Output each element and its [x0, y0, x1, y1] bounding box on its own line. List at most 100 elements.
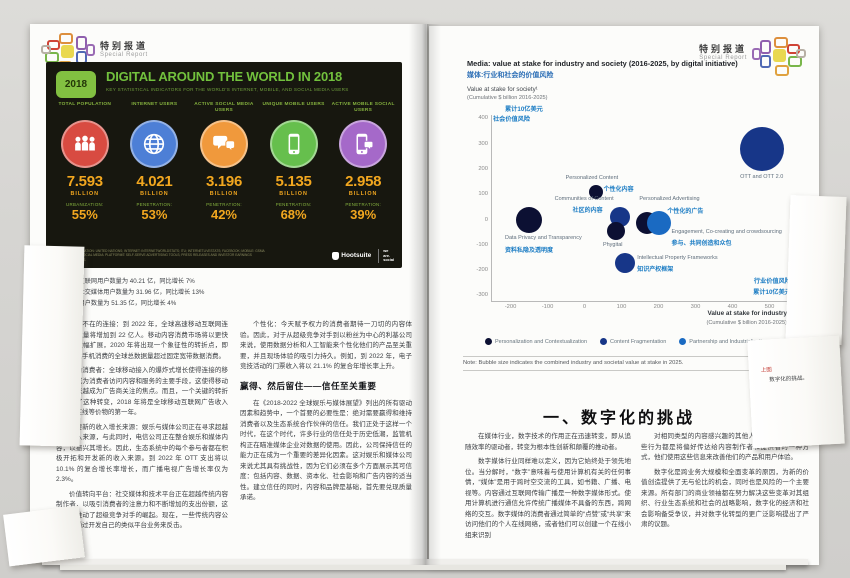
column-header: ACTIVE SOCIAL MEDIA USERS [194, 102, 254, 114]
x-tick-label: 400 [727, 304, 738, 310]
body-paragraph: 对相同类型的内容感兴趣的其他人。消费者的所有这些行为都是将偏好传达给内容制作者和… [641, 433, 809, 462]
legend-label: Partnership and Industrialization [689, 338, 768, 345]
chart-bubble [615, 253, 636, 274]
bubble-label: OTT and OTT 2.0 [740, 174, 784, 181]
stat-value: 3.196 [205, 173, 242, 190]
margin-note-text: 数字化的挑战。 [769, 375, 808, 384]
page-curl-right [785, 195, 847, 345]
infographic-footer: SOURCES: POPULATION: UNITED NATIONS; INT… [56, 249, 394, 263]
stat-unit: BILLION [140, 191, 169, 197]
stat-value: 2.958 [345, 173, 382, 190]
legend-dot-icon [600, 338, 608, 345]
stat-unit: BILLION [209, 191, 239, 197]
legend-label: Content Fragmentation [610, 338, 667, 345]
infographic-column: UNIQUE MOBILE USERS 5.135 BILLION PENETRATI… [259, 102, 329, 222]
stat-notes-list: 年全球互联网用户数量为 40.21 亿，同比增长 7% 年全球社交媒体用户数量为 … [60, 276, 310, 309]
y-tick-label: -200 [476, 267, 488, 274]
x-axis-label-cn: 行业价值风险 [753, 278, 791, 285]
infographic-subtitle: KEY STATISTICAL INDICATORS FOR THE WORLD… [106, 87, 349, 92]
page-header-title: 特别报道 [100, 41, 149, 51]
chart-bubble [588, 185, 603, 200]
page-header-title: 特别报道 [698, 44, 747, 54]
body-paragraph: 移动消费者：全球移动接入的爆炸式增长使得连接的移动设备成为消费者访问内容和服务的… [56, 367, 228, 417]
x-axis-label: Value at stake for industry [707, 310, 787, 317]
bubble-label: Phygital [602, 242, 623, 249]
bubble-label: Engagement, Co-creating and crowdsourcin… [671, 228, 782, 235]
stat-unit: BILLION [348, 191, 378, 197]
body-paragraph: 数字媒体行业同样难以定义，因为它始终处于领先地位。当分解时，“数字”意味着与使用… [465, 458, 631, 539]
stat-value: 4.021 [136, 173, 173, 190]
legend-item: Partnership and Industrialization [679, 338, 768, 345]
bubble-label: Personalized Content [565, 175, 619, 182]
bubble-label-cn: 个性化的广告 [667, 208, 704, 215]
year-badge: 2018 [56, 71, 96, 98]
sources-fine-print: SOURCES: POPULATION: UNITED NATIONS; INT… [56, 248, 265, 263]
infographic-column: ACTIVE SOCIAL MEDIA USERS 3.196 BILLION PEN… [189, 102, 259, 222]
bubble-label: Communities of Content [554, 196, 614, 203]
y-tick-label: 0 [484, 216, 488, 223]
body-paragraph: 个性化：今天赋予权力的消费者期待一刀切的内容体验。因此，对于从超级竞争对手到以粉… [240, 321, 412, 371]
infographic-column: TOTAL POPULATION 7.593 BILLION URBANIZATION… [50, 102, 120, 222]
mobile-chat-icon [350, 131, 376, 157]
bubble-plot: 400 300 200 100 0 -100 -200 -300 -200 -100 0 100 200… [476, 115, 788, 310]
body-paragraph: 数字化是跨业务大规模和全面变革的原因，为新的价值创造提供了无与伦比的机会，同时也… [641, 468, 809, 529]
left-page: 特别报道 Special Report 2018 DIGITAL AROUND … [30, 24, 427, 561]
y-axis-label-cn: 社会价值风险 [493, 116, 531, 123]
body-paragraph: 在媒体行业，数字技术的作用正在迅速转变，即从追随效率的驱动者，转变为根本性创新和… [465, 433, 631, 451]
infographic-title: DIGITAL AROUND THE WORLD IN 2018 [106, 69, 343, 84]
bubble-label-cn: 参与、共同创造和众包 [671, 240, 732, 247]
bubble-label: Data Privacy and Transparency [505, 235, 582, 242]
x-axis-unit-cn: 累计10亿美元 [753, 289, 791, 296]
y-tick-label: -100 [476, 241, 488, 248]
people-icon [72, 131, 98, 157]
page-curl-bottom-right: 上图 数字化的挑战。 [747, 335, 845, 449]
stat-circle [60, 120, 109, 168]
y-axis-sublabel: (Cumulative $ billion 2016-2025) [467, 95, 548, 101]
metric-label: PENETRATION: [136, 202, 173, 207]
column-header: UNIQUE MOBILE USERS [262, 102, 325, 107]
metric-value: 53% [141, 207, 168, 222]
legend-item: Content Fragmentation [600, 338, 666, 345]
chart-title-cn: 媒体:行业和社会的价值风险 [467, 72, 554, 79]
metric-label: PENETRATION: [206, 202, 242, 207]
left-page-column-2: 个性化：今天赋予权力的消费者期待一刀切的内容体验。因此，对于从超级竞争对手到以粉… [240, 320, 412, 558]
legend-dot-icon [485, 338, 492, 345]
chart-bubble [606, 222, 625, 241]
x-tick-label: 100 [616, 304, 627, 310]
right-page-column-2: 对相同类型的内容感兴趣的其他人。消费者的所有这些行为都是将偏好传达给内容制作者和… [641, 432, 809, 560]
body-paragraph: 无处不在的连接：到 2022 年，全球高速移动互联网连接用户数量将增加到 22 … [56, 321, 228, 360]
page-curl-bottom-left [3, 505, 85, 567]
left-page-column-1: 无处不在的连接：到 2022 年，全球高速移动互联网连接用户数量将增加到 22 … [56, 320, 228, 558]
column-header: ACTIVE MOBILE SOCIAL USERS [331, 102, 395, 114]
page-stack-edge [42, 559, 808, 565]
metric-label: PENETRATION: [345, 202, 382, 207]
metric-label: PENETRATION: [275, 202, 312, 207]
y-axis-unit-cn: 累计10亿美元 [505, 106, 543, 113]
y-tick-label: 200 [478, 165, 488, 172]
metric-value: 39% [350, 207, 377, 222]
x-tick-label: -200 [504, 304, 517, 310]
section-title: 一、数字化的挑战 [542, 410, 695, 427]
x-tick-label: 500 [764, 304, 775, 310]
page-header-subtitle: Special Report [100, 52, 148, 58]
body-paragraph: 在《2018-2022 全球娱乐与媒体展望》列出的所有驱动因素和趋势中，一个首要… [240, 399, 412, 502]
chart-title: Media: value at stake for industry and s… [467, 59, 738, 68]
x-tick-label: 300 [690, 304, 701, 310]
chart-bubble [646, 210, 671, 235]
y-tick-label: 300 [478, 140, 488, 147]
bubble-label-cn: 个性化内容 [603, 187, 634, 194]
stat-circle [130, 120, 179, 168]
stat-note: 年全球社交媒体用户数量为 31.96 亿，同比增长 13% [60, 289, 205, 296]
globe-icon [141, 131, 167, 157]
x-axis-sublabel: (Cumulative $ billion 2016-2025) [706, 320, 787, 326]
right-page-column-1: 在媒体行业，数字技术的作用正在迅速转变，即从追随效率的驱动者，转变为根本性创新和… [465, 432, 631, 560]
legend-item: Personalization and Contextualization [485, 338, 587, 345]
metric-value: 42% [210, 207, 237, 222]
bubble-label-cn: 资料私隐及透明度 [505, 248, 554, 255]
brand-logos: Hootsuite we are. social [332, 248, 394, 263]
chat-bubbles-icon [211, 131, 237, 157]
column-header: INTERNET USERS [131, 102, 178, 107]
legend-dot-icon [679, 338, 687, 345]
bubble-label-cn: 社区的内容 [572, 208, 603, 215]
stat-circle [269, 120, 318, 168]
